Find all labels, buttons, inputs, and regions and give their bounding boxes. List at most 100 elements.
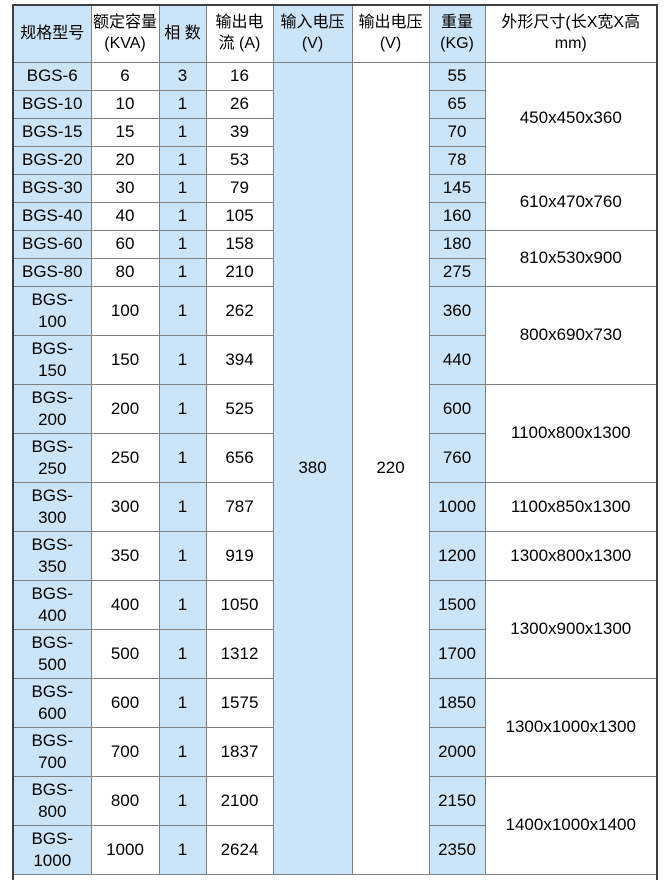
current-cell: 1837: [205, 726, 274, 777]
model-cell: BGS-60: [12, 229, 92, 259]
current-cell: 2624: [205, 824, 274, 875]
phase-cell: 1: [158, 257, 207, 287]
model-cell: BGS- 800: [12, 775, 92, 826]
kva-cell: 60: [90, 229, 160, 259]
current-cell: 656: [205, 432, 274, 483]
kva-cell: 40: [90, 201, 160, 231]
table-row: BGS-20 20 1 53 78: [12, 145, 657, 175]
weight-cell: 2150: [428, 775, 486, 826]
col-header-output-voltage: 输出电压 (V): [351, 4, 430, 63]
model-cell: BGS-40: [12, 201, 92, 231]
dimensions-cell: 1100x850x1300: [484, 481, 658, 532]
phase-cell: 1: [158, 726, 207, 777]
model-cell: BGS- 150: [12, 334, 92, 385]
phase-cell: 1: [158, 677, 207, 728]
dimensions-cell: 1300x900x1300: [484, 579, 658, 679]
current-cell: 26: [205, 89, 274, 119]
phase-cell: 1: [158, 334, 207, 385]
table-row: BGS- 150 150 1 394 440: [12, 334, 657, 385]
kva-cell: 350: [90, 530, 160, 581]
phase-cell: 1: [158, 117, 207, 147]
kva-cell: 600: [90, 677, 160, 728]
partial-next-row-cell: [13, 873, 657, 880]
current-cell: 1575: [205, 677, 274, 728]
weight-cell: 360: [428, 285, 486, 336]
table-row: BGS-10 10 1 26 65: [12, 89, 657, 119]
phase-cell: 3: [158, 61, 207, 91]
col-header-model: 规格型号: [12, 4, 92, 63]
kva-cell: 10: [90, 89, 160, 119]
weight-cell: 160: [428, 201, 486, 231]
current-cell: 16: [205, 61, 274, 91]
table-row: BGS-30 30 1 79 145 610x470x760: [12, 173, 658, 231]
col-header-kva: 额定容量 (KVA): [90, 4, 160, 63]
dimensions-cell: 810x530x900: [484, 229, 658, 287]
phase-cell: 1: [158, 89, 207, 119]
model-cell: BGS- 400: [12, 579, 92, 630]
model-cell: BGS- 250: [12, 432, 92, 483]
weight-cell: 600: [428, 383, 486, 434]
dimensions-cell: 800x690x730: [484, 285, 658, 385]
current-cell: 1050: [205, 579, 274, 630]
weight-cell: 55: [428, 61, 486, 91]
kva-cell: 1000: [90, 824, 160, 875]
current-cell: 525: [205, 383, 274, 434]
model-cell: BGS- 300: [12, 481, 92, 532]
phase-cell: 1: [158, 530, 207, 581]
kva-cell: 30: [90, 173, 160, 203]
dimensions-cell: 610x470x760: [484, 173, 658, 231]
model-cell: BGS-80: [12, 257, 92, 287]
col-header-phase: 相 数: [158, 4, 207, 63]
weight-cell: 440: [428, 334, 486, 385]
current-cell: 210: [205, 257, 274, 287]
kva-cell: 100: [90, 285, 160, 336]
col-header-output-current: 输出电 流 (A): [205, 4, 274, 63]
model-cell: BGS- 350: [12, 530, 92, 581]
table-row: BGS- 400 400 1 1050 1500 1300x900x1300: [12, 579, 658, 679]
phase-cell: 1: [158, 579, 207, 630]
kva-cell: 6: [90, 61, 160, 91]
table-row: BGS- 1000 1000 1 2624 2350: [12, 824, 657, 875]
phase-cell: 1: [158, 229, 207, 259]
current-cell: 53: [205, 145, 274, 175]
current-cell: 39: [205, 117, 274, 147]
model-cell: BGS- 500: [12, 628, 92, 679]
weight-cell: 2350: [428, 824, 486, 875]
model-cell: BGS- 200: [12, 383, 92, 434]
table-row: BGS-60 60 1 158 180 810x530x900: [12, 229, 658, 287]
current-cell: 1312: [205, 628, 274, 679]
kva-cell: 300: [90, 481, 160, 532]
current-cell: 262: [205, 285, 274, 336]
partial-next-row: [13, 873, 657, 880]
kva-cell: 15: [90, 117, 160, 147]
spec-table: 规格型号 额定容量 (KVA) 相 数 输出电 流 (A) 输入电压 (V) 输…: [12, 4, 658, 880]
model-cell: BGS- 700: [12, 726, 92, 777]
col-header-dimensions: 外形尺寸(长X宽X高 mm): [484, 4, 658, 63]
model-cell: BGS-15: [12, 117, 92, 147]
current-cell: 105: [205, 201, 274, 231]
table-row: BGS-6 6 3 16 380 220 55 450x450x360: [12, 61, 658, 875]
current-cell: 79: [205, 173, 274, 203]
current-cell: 2100: [205, 775, 274, 826]
model-cell: BGS- 100: [12, 285, 92, 336]
weight-cell: 275: [428, 257, 486, 287]
table-row: BGS- 700 700 1 1837 2000: [12, 726, 657, 777]
current-cell: 787: [205, 481, 274, 532]
kva-cell: 700: [90, 726, 160, 777]
model-cell: BGS-10: [12, 89, 92, 119]
kva-cell: 500: [90, 628, 160, 679]
table-row: BGS-40 40 1 105 160: [12, 201, 657, 231]
table-row: BGS-15 15 1 39 70: [12, 117, 657, 147]
weight-cell: 1850: [428, 677, 486, 728]
table-row: BGS- 500 500 1 1312 1700: [12, 628, 657, 679]
model-cell: BGS-30: [12, 173, 92, 203]
table-row: BGS- 800 800 1 2100 2150 1400x1000x1400: [12, 775, 658, 875]
weight-cell: 1700: [428, 628, 486, 679]
table-row: BGS- 100 100 1 262 360 800x690x730: [12, 285, 658, 385]
output-voltage-cell: 220: [351, 61, 430, 875]
weight-cell: 1500: [428, 579, 486, 630]
col-header-input-voltage: 输入电压 (V): [272, 4, 353, 63]
phase-cell: 1: [158, 383, 207, 434]
table-row: BGS- 200 200 1 525 600 1100x800x1300: [12, 383, 658, 483]
phase-cell: 1: [158, 145, 207, 175]
